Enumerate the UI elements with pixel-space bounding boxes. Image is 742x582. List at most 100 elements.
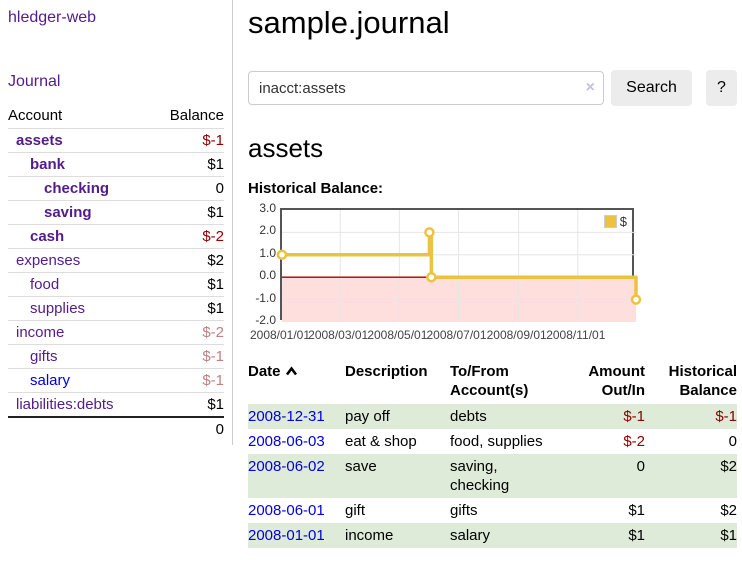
transaction-accounts: food, supplies — [450, 433, 543, 450]
transaction-description: pay off — [345, 408, 390, 425]
account-balance: $-2 — [150, 224, 224, 249]
account-row: expenses $2 — [8, 248, 224, 273]
account-link-income[interactable]: income — [16, 324, 65, 341]
account-link-salary[interactable]: salary — [30, 372, 71, 389]
search-input[interactable] — [248, 71, 604, 105]
transaction-date-link[interactable]: 2008-01-01 — [248, 527, 325, 544]
account-row: cash $-2 — [8, 224, 224, 249]
transaction-row: 2008-01-01 income salary $1 $1 — [248, 523, 737, 548]
account-row: gifts $-1 — [8, 344, 224, 369]
help-button[interactable]: ? — [706, 70, 737, 106]
data-point — [426, 271, 437, 283]
account-row: checking 0 — [8, 176, 224, 201]
account-balance: $2 — [150, 248, 224, 273]
column-header[interactable]: To/From — [450, 363, 509, 380]
account-link-gifts[interactable]: gifts — [30, 348, 58, 365]
transaction-amount: $1 — [628, 527, 645, 544]
x-tick-label: 2008/01/01 — [249, 328, 311, 342]
column-header[interactable]: Description — [345, 363, 428, 380]
account-balance: 0 — [150, 176, 224, 201]
y-tick-label: 1.0 — [259, 245, 276, 260]
transaction-balance: $2 — [720, 458, 737, 475]
transaction-date-link[interactable]: 2008-06-02 — [248, 458, 325, 475]
account-balance: $1 — [150, 200, 224, 225]
account-balance: $1 — [150, 296, 224, 321]
account-link-bank[interactable]: bank — [30, 156, 66, 173]
accounts-table-header-row: Account Balance — [8, 104, 224, 129]
x-tick-label: 2008/07/01 — [426, 328, 487, 342]
sort-asc-icon — [285, 366, 297, 376]
transaction-row: 2008-06-03 eat & shop food, supplies $-2 0 — [248, 429, 737, 454]
transaction-accounts: saving, checking — [450, 458, 510, 494]
y-tick-label: 2.0 — [259, 223, 276, 238]
transaction-description: income — [345, 527, 394, 544]
accounts-total-value: 0 — [150, 416, 224, 441]
accounts-total-row: 0 — [8, 416, 224, 441]
account-balance: $-1 — [150, 128, 224, 153]
transaction-date-link[interactable]: 2008-06-03 — [248, 433, 325, 450]
data-point — [276, 249, 288, 261]
account-link-food[interactable]: food — [30, 276, 60, 293]
column-header-line2: Out/In — [601, 382, 645, 399]
column-header[interactable]: Amount — [588, 363, 645, 380]
accounts-header-account: Account — [8, 107, 63, 124]
transaction-amount: $1 — [628, 502, 645, 519]
page-title: sample.journal — [248, 5, 450, 40]
account-link-expenses[interactable]: expenses — [16, 252, 81, 269]
chart-legend: $ — [601, 213, 629, 230]
transaction-accounts: gifts — [450, 502, 478, 519]
account-row: income $-2 — [8, 320, 224, 345]
transaction-row: 2008-06-02 save saving, checking 0 $2 — [248, 454, 737, 498]
transaction-amount: 0 — [636, 458, 645, 475]
total-spacer — [8, 416, 151, 441]
account-link-liabilities-debts[interactable]: liabilities:debts — [16, 396, 114, 413]
y-tick-label: -2.0 — [255, 313, 276, 327]
y-tick-label: 3.0 — [259, 201, 276, 215]
search-input-wrap: × — [248, 71, 604, 105]
transaction-row: 2008-06-01 gift gifts $1 $2 — [248, 498, 737, 523]
account-balance: $-1 — [150, 344, 224, 369]
column-header-line2: Account(s) — [450, 382, 529, 399]
column-header[interactable]: Historical — [668, 363, 737, 380]
chart-plot-area: $ — [276, 208, 642, 322]
account-row: liabilities:debts $1 — [8, 392, 224, 417]
account-balance: $1 — [150, 272, 224, 297]
column-header[interactable]: Date — [248, 362, 337, 381]
app-title-link[interactable]: hledger-web — [8, 9, 97, 26]
sidebar-item-journal[interactable]: Journal — [8, 73, 61, 90]
account-link-saving[interactable]: saving — [44, 204, 92, 221]
x-tick-label: 2008/09/01 — [486, 328, 547, 342]
account-link-supplies[interactable]: supplies — [30, 300, 86, 317]
chart-canvas — [276, 210, 642, 322]
account-balance: $-1 — [150, 368, 224, 393]
search-form: × Search ? — [248, 70, 737, 106]
search-button[interactable]: Search — [611, 70, 692, 106]
legend-label: $ — [619, 214, 627, 229]
account-row: food $1 — [8, 272, 224, 297]
transaction-description: eat & shop — [345, 433, 417, 450]
historical-balance-chart: $ 3.0 2.0 1.0 0.0 -1.0 -2.0 2008/01/01 2008/03/… — [248, 201, 688, 342]
transaction-date-link[interactable]: 2008-06-01 — [248, 502, 325, 519]
account-row: saving $1 — [8, 200, 224, 225]
data-point — [630, 294, 642, 305]
x-tick-label: 2008/05/01 — [367, 328, 428, 342]
account-row: supplies $1 — [8, 296, 224, 321]
transaction-row: 2008-12-31 pay off debts $-1 $-1 — [248, 404, 737, 429]
legend-swatch-icon — [603, 215, 617, 228]
transaction-description: save — [345, 458, 377, 475]
account-link-assets[interactable]: assets — [16, 132, 63, 149]
transaction-accounts: salary — [450, 527, 491, 544]
account-balance: $1 — [150, 392, 224, 417]
data-point — [424, 227, 435, 238]
transaction-date-link[interactable]: 2008-12-31 — [248, 408, 325, 425]
transaction-amount: $-2 — [623, 433, 645, 450]
account-row: salary $-1 — [8, 368, 224, 393]
account-heading: assets — [248, 133, 324, 163]
x-tick-label: 2008/11/01 — [546, 328, 606, 342]
account-link-cash[interactable]: cash — [30, 228, 65, 245]
y-tick-label: 0.0 — [259, 268, 276, 283]
account-balance: $1 — [150, 152, 224, 177]
register-table: Date Description To/From Account(s) Amount Ou… — [248, 360, 737, 548]
account-link-checking[interactable]: checking — [44, 180, 110, 197]
clear-search-icon[interactable]: × — [585, 79, 595, 96]
